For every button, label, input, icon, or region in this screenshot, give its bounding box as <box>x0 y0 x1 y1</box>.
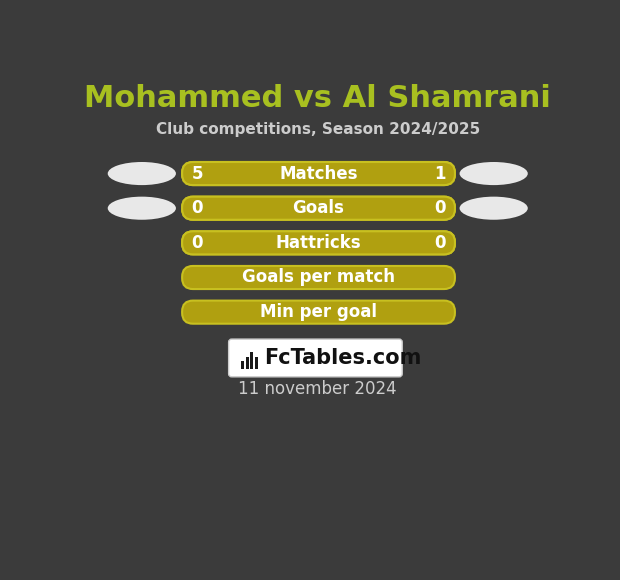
Text: Club competitions, Season 2024/2025: Club competitions, Season 2024/2025 <box>156 122 480 137</box>
Text: Matches: Matches <box>279 165 358 183</box>
Ellipse shape <box>108 197 176 220</box>
Text: 0: 0 <box>192 234 203 252</box>
Text: 11 november 2024: 11 november 2024 <box>239 380 397 398</box>
FancyBboxPatch shape <box>182 197 455 220</box>
Text: Goals: Goals <box>293 199 345 217</box>
Bar <box>250 352 254 369</box>
Bar <box>255 357 258 369</box>
FancyBboxPatch shape <box>229 339 402 377</box>
Text: 0: 0 <box>192 199 203 217</box>
Text: Mohammed vs Al Shamrani: Mohammed vs Al Shamrani <box>84 84 551 113</box>
FancyBboxPatch shape <box>182 162 455 185</box>
Bar <box>246 357 249 369</box>
FancyBboxPatch shape <box>182 266 455 289</box>
FancyBboxPatch shape <box>182 197 455 220</box>
FancyBboxPatch shape <box>182 231 455 255</box>
FancyBboxPatch shape <box>182 300 455 324</box>
Text: 1: 1 <box>434 165 446 183</box>
Ellipse shape <box>459 197 528 220</box>
Ellipse shape <box>108 162 176 185</box>
Text: 5: 5 <box>192 165 203 183</box>
Text: Min per goal: Min per goal <box>260 303 377 321</box>
Text: FcTables.com: FcTables.com <box>264 348 422 368</box>
FancyBboxPatch shape <box>182 231 455 255</box>
Text: Hattricks: Hattricks <box>276 234 361 252</box>
FancyBboxPatch shape <box>182 162 455 185</box>
Ellipse shape <box>459 162 528 185</box>
Bar <box>241 361 244 369</box>
Text: 0: 0 <box>434 199 446 217</box>
Text: 0: 0 <box>434 234 446 252</box>
Text: Goals per match: Goals per match <box>242 269 395 287</box>
